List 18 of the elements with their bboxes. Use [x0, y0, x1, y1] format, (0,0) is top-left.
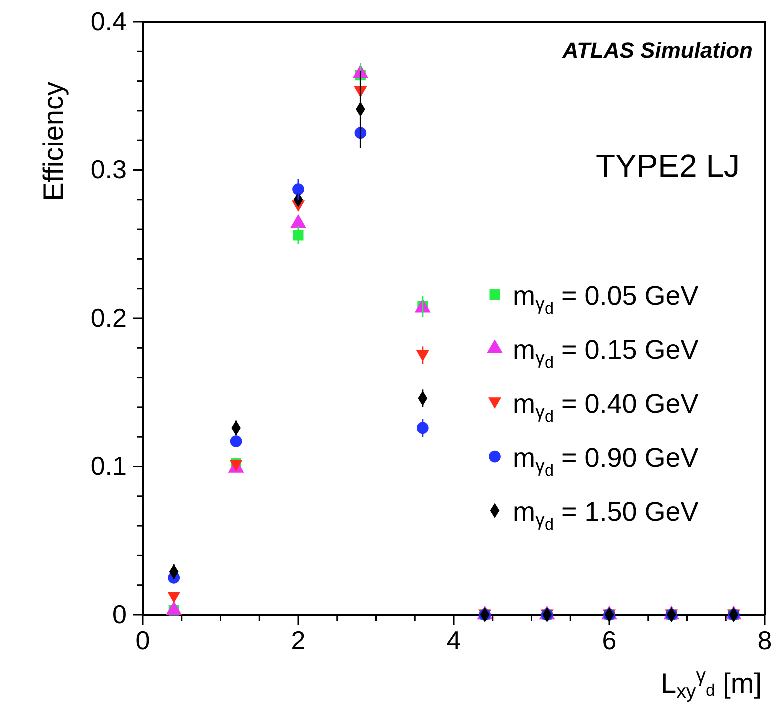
y-tick-label: 0.3 — [90, 154, 127, 185]
legend-label: m$_{γ}$$_{d}$ = 0.15 GeV — [513, 334, 699, 372]
x-tick-label: 0 — [136, 625, 150, 656]
x-tick-label: 6 — [602, 625, 617, 656]
legend-label: m$_{γ}$$_{d}$ = 0.90 GeV — [513, 442, 699, 480]
annotation: TYPE2 LJ — [596, 148, 740, 184]
y-axis-title: Efficiency — [38, 82, 69, 202]
y-tick-label: 0.1 — [90, 451, 127, 482]
x-tick-label: 8 — [758, 625, 772, 656]
legend-label: m$_{γ}$$_{d}$ = 0.40 GeV — [513, 388, 699, 426]
annotation: ATLAS Simulation — [562, 38, 753, 63]
x-tick-label: 4 — [446, 625, 462, 656]
y-tick-label: 0.2 — [90, 302, 127, 333]
legend-label: m$_{γ}$$_{d}$ = 0.05 GeV — [513, 280, 699, 318]
y-tick-label: 0.4 — [90, 6, 127, 36]
x-tick-label: 2 — [291, 625, 306, 656]
y-tick-label: 0 — [112, 599, 127, 630]
legend-label: m$_{γ}$$_{d}$ = 1.50 GeV — [513, 496, 699, 534]
